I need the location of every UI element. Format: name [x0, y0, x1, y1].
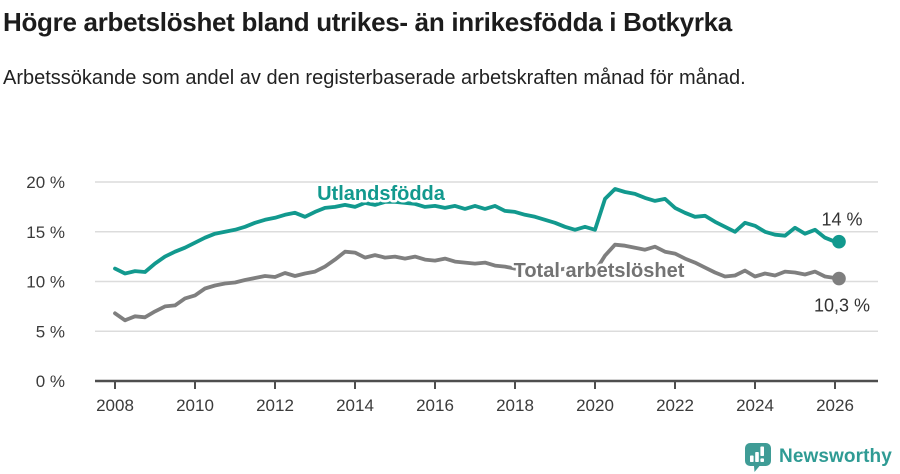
x-tick-label: 2024 [736, 396, 774, 415]
page-title: Högre arbetslöshet bland utrikes- än inr… [3, 7, 732, 37]
x-tick-label: 2022 [656, 396, 694, 415]
series-line-utlandsfodda [113, 187, 841, 276]
brand-name: Newsworthy [779, 446, 892, 467]
x-tick-label: 2016 [416, 396, 454, 415]
x-tick-label: 2026 [816, 396, 854, 415]
series-label: Total arbetslöshet [514, 260, 685, 282]
x-tick-label: 2014 [336, 396, 374, 415]
y-tick-label: 10 % [26, 273, 65, 292]
series-end-value: 10,3 % [814, 296, 870, 316]
y-tick-label: 15 % [26, 223, 65, 242]
y-tick-label: 5 % [36, 322, 65, 341]
series-end-dot [832, 271, 846, 286]
x-tick-label: 2018 [496, 396, 534, 415]
line-chart: 0 % 5 % 10 % 15 % 20 % 2008 2010 2012 2014 2016 20… [26, 173, 878, 415]
brand-footer: Newsworthy [744, 442, 892, 472]
x-tick-label: 2012 [256, 396, 294, 415]
x-tick-label: 2020 [576, 396, 614, 415]
newsworthy-logo-icon [745, 443, 771, 472]
series-label: Utlandsfödda [317, 183, 446, 205]
series-line-total [113, 242, 841, 323]
x-tick-label: 2010 [176, 396, 214, 415]
series-end-value: 14 % [821, 210, 862, 230]
chart-subtitle: Arbetssökande som andel av den registerb… [3, 67, 746, 89]
y-tick-label: 0 % [36, 372, 65, 391]
y-tick-label: 20 % [26, 173, 65, 192]
x-tick-label: 2008 [96, 396, 134, 415]
series-end-dot [832, 234, 846, 249]
